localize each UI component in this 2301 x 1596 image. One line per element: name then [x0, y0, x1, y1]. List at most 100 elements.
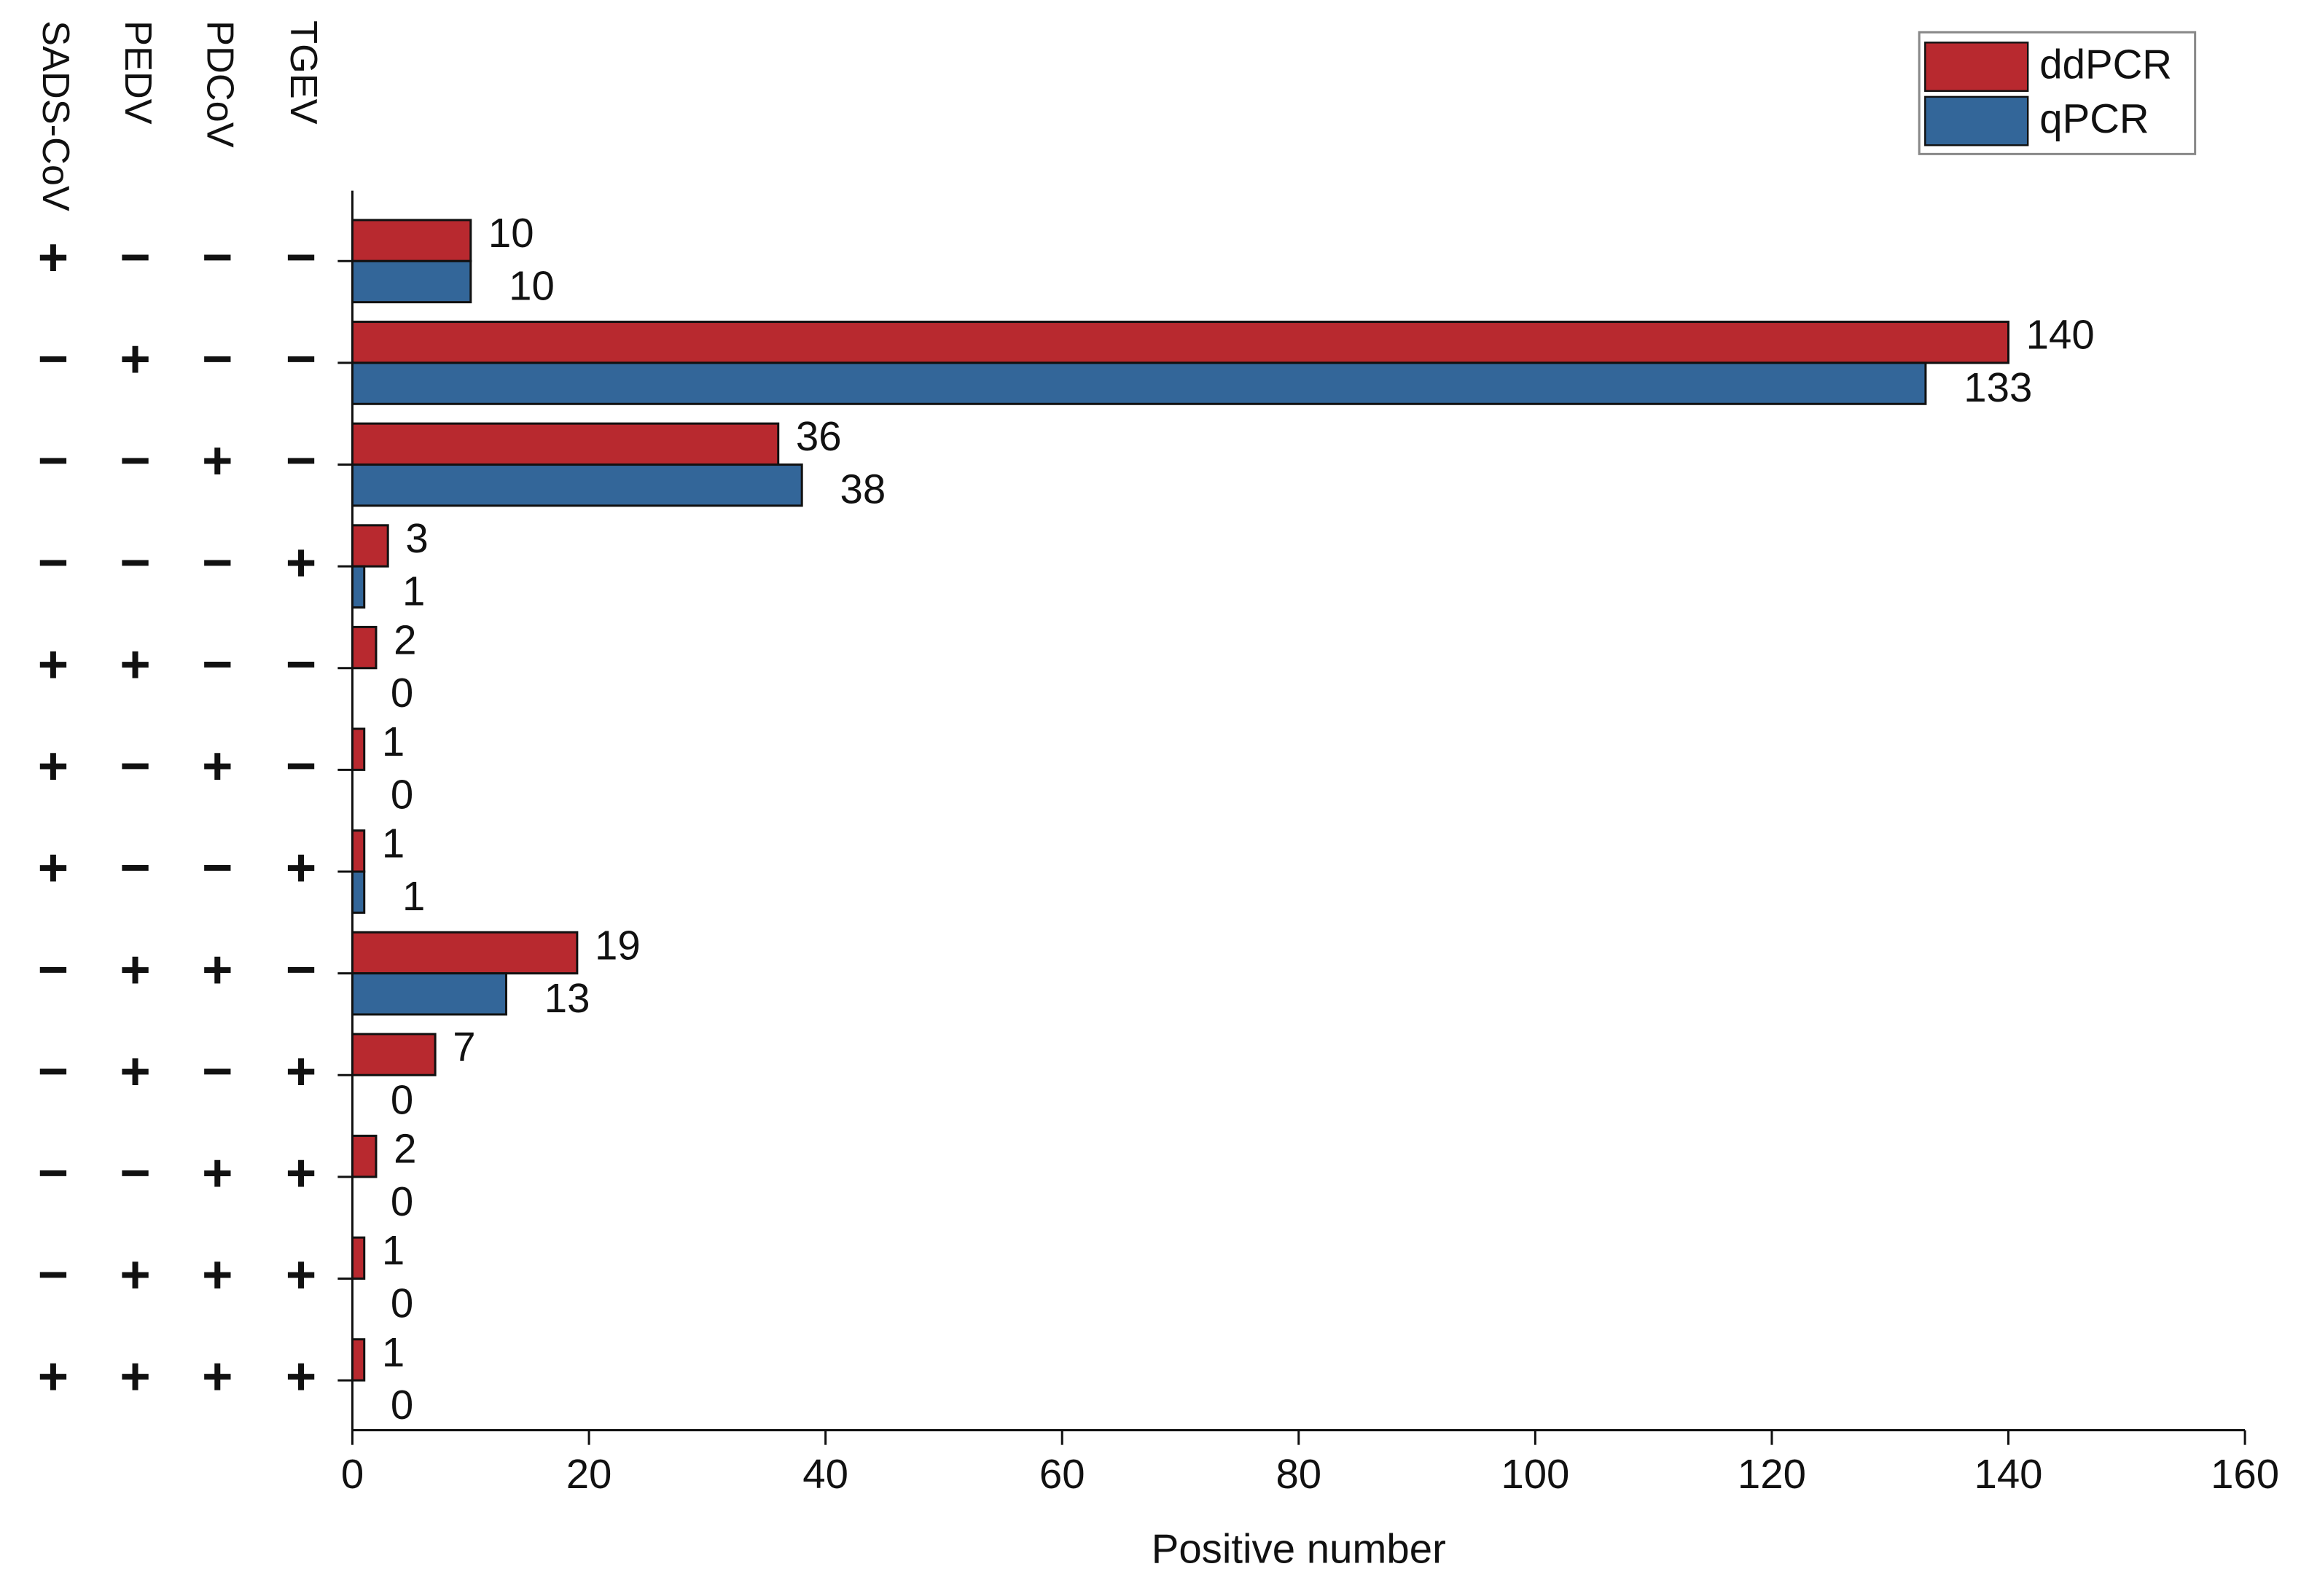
bar [351, 829, 366, 873]
category-symbol: − [286, 940, 316, 999]
category-symbol: − [286, 431, 316, 490]
legend-swatch [1924, 42, 2029, 93]
category-symbol: − [286, 737, 316, 796]
data-label: 1 [382, 1329, 405, 1375]
category-symbol: + [38, 737, 69, 796]
bar [351, 321, 2010, 364]
x-tick-label: 100 [1501, 1451, 1569, 1497]
category-symbol: − [120, 838, 150, 897]
x-tick-label: 120 [1738, 1451, 1806, 1497]
data-label: 1 [402, 568, 425, 614]
data-label: 2 [394, 1126, 416, 1172]
data-label: 19 [595, 922, 641, 968]
bar [351, 870, 366, 914]
data-label: 0 [391, 670, 413, 716]
bar [351, 219, 472, 262]
data-label: 1 [382, 821, 405, 867]
bar [351, 625, 378, 670]
column-header: PEDV [117, 20, 159, 125]
category-symbol: + [286, 533, 316, 592]
column-header: SADS-CoV [34, 20, 77, 211]
category-symbol: + [202, 1143, 233, 1202]
data-label: 3 [405, 515, 428, 561]
category-symbol: − [286, 227, 316, 286]
data-label: 0 [391, 1178, 413, 1224]
data-label: 10 [488, 210, 534, 256]
data-label: 13 [544, 975, 590, 1021]
category-symbol: − [38, 533, 69, 592]
bar [351, 1236, 366, 1280]
bar [351, 463, 803, 507]
category-symbol: + [202, 940, 233, 999]
category-symbol: − [38, 1143, 69, 1202]
category-symbol: − [286, 329, 316, 388]
x-axis-label: Positive number [1152, 1526, 1446, 1572]
category-symbol: − [202, 635, 233, 694]
x-tick-label: 140 [1974, 1451, 2043, 1497]
data-label: 133 [1964, 364, 2032, 410]
x-tick-label: 20 [566, 1451, 612, 1497]
category-symbol: − [38, 1041, 69, 1100]
category-symbol: + [38, 635, 69, 694]
data-label: 7 [453, 1024, 475, 1070]
category-symbol: + [38, 227, 69, 286]
legend-label: qPCR [2039, 95, 2149, 141]
data-label: 2 [394, 617, 416, 662]
data-label: 0 [391, 1076, 413, 1122]
data-label: 10 [509, 262, 555, 308]
category-symbol: − [120, 737, 150, 796]
category-symbol: + [286, 1041, 316, 1100]
data-label: 0 [391, 772, 413, 818]
bar [351, 972, 507, 1016]
category-symbol: − [120, 1143, 150, 1202]
bar [351, 931, 579, 975]
category-symbol: − [38, 1245, 69, 1304]
category-symbol: + [286, 1347, 316, 1406]
bar [351, 1033, 437, 1076]
category-symbol: + [120, 1041, 150, 1100]
bar [351, 361, 1927, 405]
category-symbol: − [202, 1041, 233, 1100]
category-symbol: − [202, 227, 233, 286]
category-symbol: + [38, 838, 69, 897]
category-symbol: − [202, 329, 233, 388]
data-label: 1 [402, 873, 425, 919]
category-symbol: + [120, 1347, 150, 1406]
category-symbol: − [120, 533, 150, 592]
category-symbol: − [120, 431, 150, 490]
category-symbol: + [120, 940, 150, 999]
bar [351, 565, 366, 609]
category-symbol: − [202, 533, 233, 592]
data-label: 0 [391, 1382, 413, 1428]
data-label: 0 [391, 1280, 413, 1326]
category-symbol: + [120, 329, 150, 388]
category-symbol: − [38, 940, 69, 999]
category-symbol: − [286, 635, 316, 694]
category-symbol: + [286, 838, 316, 897]
x-tick-label: 60 [1039, 1451, 1085, 1497]
bar [351, 1134, 378, 1178]
data-label: 140 [2026, 312, 2095, 358]
category-symbol: − [120, 227, 150, 286]
x-tick-label: 0 [341, 1451, 364, 1497]
bar [351, 259, 472, 304]
column-header: PDCoV [198, 20, 241, 148]
category-symbol: + [202, 737, 233, 796]
data-label: 36 [796, 413, 842, 459]
legend-label: ddPCR [2039, 41, 2172, 87]
bar [351, 1338, 366, 1382]
category-symbol: + [286, 1245, 316, 1304]
category-symbol: + [202, 431, 233, 490]
legend-swatch [1924, 95, 2029, 146]
column-header: TGEV [282, 20, 324, 125]
x-tick-label: 80 [1275, 1451, 1321, 1497]
category-symbol: − [38, 431, 69, 490]
category-symbol: + [38, 1347, 69, 1406]
bar [351, 422, 780, 466]
bar [351, 524, 389, 568]
data-label: 1 [382, 719, 405, 764]
x-tick-label: 160 [2211, 1451, 2279, 1497]
x-tick-label: 40 [802, 1451, 848, 1497]
